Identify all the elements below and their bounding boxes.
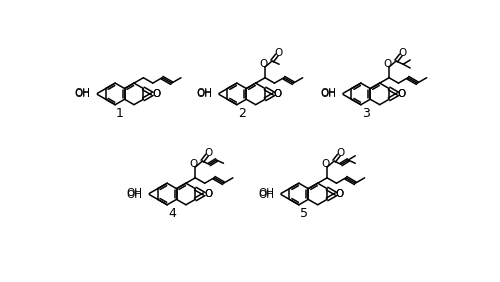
- Text: OH: OH: [320, 88, 336, 98]
- Text: O: O: [398, 89, 406, 99]
- Text: O: O: [204, 189, 212, 199]
- Text: O: O: [336, 189, 344, 199]
- Text: O: O: [398, 48, 406, 58]
- Text: O: O: [274, 89, 282, 99]
- Text: OH: OH: [126, 188, 142, 199]
- Text: OH: OH: [126, 190, 142, 200]
- Text: OH: OH: [320, 89, 336, 100]
- Text: O: O: [274, 48, 282, 58]
- Text: O: O: [398, 89, 406, 99]
- Text: 4: 4: [168, 207, 176, 220]
- Text: OH: OH: [196, 88, 212, 98]
- Text: O: O: [260, 59, 268, 69]
- Text: 1: 1: [116, 107, 124, 120]
- Text: 2: 2: [238, 107, 246, 120]
- Text: 5: 5: [300, 207, 308, 220]
- Text: OH: OH: [74, 89, 90, 100]
- Text: OH: OH: [258, 188, 274, 199]
- Text: OH: OH: [74, 88, 90, 98]
- Text: OH: OH: [196, 89, 212, 100]
- Text: O: O: [384, 59, 392, 69]
- Text: O: O: [152, 89, 160, 99]
- Text: O: O: [204, 189, 212, 199]
- Text: O: O: [336, 189, 344, 199]
- Text: O: O: [204, 148, 212, 158]
- Text: O: O: [274, 89, 282, 99]
- Text: O: O: [336, 148, 344, 158]
- Text: 3: 3: [362, 107, 370, 120]
- Text: O: O: [190, 159, 198, 169]
- Text: O: O: [322, 159, 330, 169]
- Text: OH: OH: [258, 190, 274, 200]
- Text: O: O: [152, 89, 160, 99]
